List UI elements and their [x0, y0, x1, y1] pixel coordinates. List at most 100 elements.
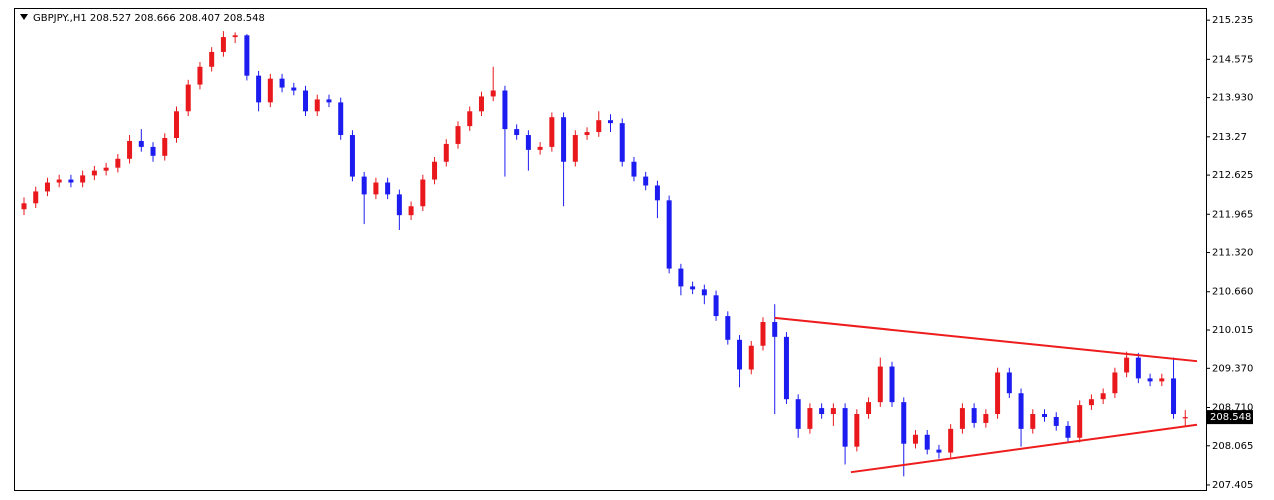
candle-body: [1077, 405, 1083, 438]
last-price-label: 208.548: [1210, 412, 1251, 423]
candle-body: [854, 414, 860, 447]
candle-body: [56, 179, 62, 183]
candle-body: [279, 78, 285, 88]
candle-body: [385, 182, 391, 195]
candle-body: [654, 185, 660, 201]
candle-body: [267, 78, 273, 103]
y-tick-label: 215.235: [1212, 15, 1253, 26]
candle-body: [361, 176, 367, 195]
candle-body: [959, 408, 965, 429]
candle-body: [596, 120, 602, 133]
candle-body: [1018, 393, 1024, 429]
y-tick-label: 214.575: [1212, 54, 1253, 65]
candle-body: [1147, 378, 1153, 382]
candle-body: [912, 434, 918, 444]
candle-body: [455, 126, 461, 144]
candle-body: [971, 408, 977, 423]
last-price-box: [1207, 410, 1253, 425]
candle-body: [420, 179, 426, 207]
candle-body: [1030, 414, 1036, 429]
candle-body: [643, 176, 649, 186]
candle-body: [91, 170, 97, 176]
candle-body: [701, 289, 707, 296]
candle-body: [1135, 357, 1141, 379]
candle-body: [44, 182, 50, 192]
candle-body: [150, 146, 156, 156]
candle-body: [115, 158, 121, 168]
plot-frame: [14, 8, 1207, 491]
candle-body: [326, 99, 332, 103]
candle-body: [220, 37, 226, 52]
candle-body: [209, 51, 215, 67]
candle-body: [948, 428, 954, 453]
y-tick-label: 208.065: [1212, 441, 1253, 452]
candle-body: [619, 123, 625, 162]
candle-body: [525, 135, 531, 150]
candle-body: [314, 99, 320, 112]
candle-body: [490, 90, 496, 97]
candle-body: [467, 111, 473, 127]
y-tick-label: 208.710: [1212, 402, 1253, 413]
candle-body: [760, 322, 766, 346]
candle-body: [127, 140, 133, 159]
candle-body: [748, 345, 754, 370]
candle-body: [1042, 414, 1048, 417]
y-tick-label: 211.965: [1212, 209, 1253, 220]
candle-body: [995, 372, 1001, 415]
candle-body: [443, 143, 449, 162]
chart-title: GBPJPY.,H1 208.527 208.666 208.407 208.5…: [33, 13, 265, 24]
candle-body: [537, 146, 543, 150]
candle-body: [349, 135, 355, 177]
candle-body: [514, 129, 520, 136]
candle-body: [983, 414, 989, 423]
candle-body: [690, 286, 696, 290]
candle-body: [256, 75, 262, 103]
candle-body: [232, 35, 238, 38]
menu-arrow: [20, 14, 28, 20]
y-tick-label: 207.405: [1212, 480, 1253, 491]
candle-body: [1006, 372, 1012, 394]
candle-body: [608, 120, 613, 124]
candle-body: [1182, 417, 1188, 419]
candle-body: [924, 434, 930, 450]
candle-body: [68, 179, 74, 183]
candle-body: [631, 161, 637, 177]
candle-body: [197, 66, 203, 85]
y-tick-label: 213.930: [1212, 93, 1253, 104]
candle-body: [713, 295, 719, 317]
candle-body: [561, 117, 567, 162]
y-tick-label: 212.625: [1212, 170, 1253, 181]
candle-body: [901, 402, 907, 444]
candle-body: [303, 90, 309, 112]
candle-body: [1112, 372, 1118, 394]
candle-body: [408, 206, 414, 216]
candle-body: [877, 366, 883, 403]
trendline: [774, 316, 1198, 363]
candle-body: [572, 135, 578, 162]
candle-body: [842, 408, 848, 447]
candle-body: [185, 84, 191, 112]
candle-body: [244, 35, 250, 76]
trendline: [850, 423, 1198, 474]
candle-body: [103, 167, 109, 171]
candle-body: [21, 203, 27, 210]
candle-body: [162, 137, 168, 156]
candle-body: [478, 96, 484, 112]
y-tick-label: 211.320: [1212, 248, 1253, 259]
candle-body: [1065, 425, 1071, 438]
y-tick-label: 213.27: [1212, 132, 1247, 143]
candle-body: [866, 402, 872, 415]
candle-body: [1100, 393, 1106, 400]
candle-body: [291, 87, 297, 91]
candle-body: [936, 449, 942, 453]
y-tick-label: 210.015: [1212, 325, 1253, 336]
candle-body: [1053, 416, 1059, 426]
candle-body: [1171, 378, 1177, 415]
candle-body: [80, 175, 86, 183]
candle-body: [819, 408, 825, 415]
candle-body: [396, 194, 402, 216]
candle-body: [1124, 357, 1130, 373]
candle-body: [737, 339, 743, 370]
candle-body: [138, 140, 144, 147]
